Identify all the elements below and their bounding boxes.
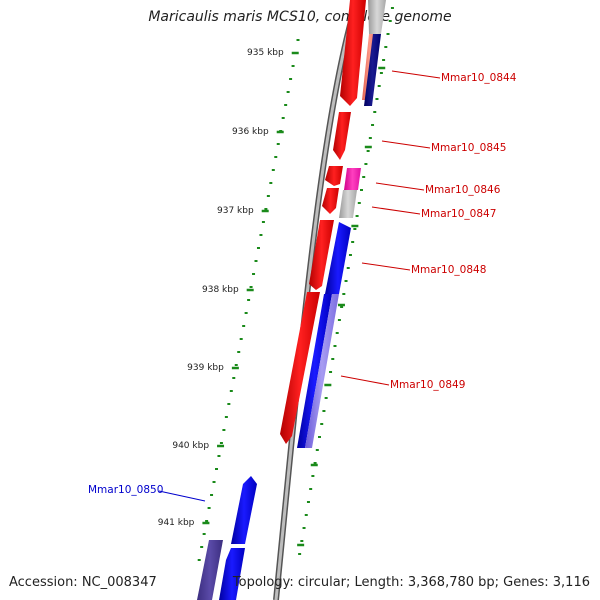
gene-0851-blue-arrow[interactable] (219, 548, 245, 600)
scale-tick-labels: 935 kbp 936 kbp 937 kbp 938 kbp 939 kbp 940 k… (158, 48, 284, 528)
leader-line (158, 490, 206, 502)
gene-0848-arrow[interactable] (309, 220, 334, 290)
gene-0850-arrow[interactable] (231, 476, 257, 544)
tick-label: 941 kbp (158, 518, 195, 528)
gene-0846-pink-arrow[interactable] (344, 168, 361, 190)
gene-0846-arrow[interactable] (325, 166, 343, 186)
leader-line (340, 375, 390, 386)
gene-labels: Mmar10_0844 Mmar10_0845 Mmar10_0846 Mmar10_… (88, 72, 517, 496)
leader-line (361, 262, 411, 271)
tick-label: 939 kbp (187, 363, 224, 373)
label-leader-lines (158, 70, 441, 502)
tick-label: 937 kbp (217, 206, 254, 216)
gene-label-mmar10_0844[interactable]: Mmar10_0844 (441, 72, 517, 84)
gene-0847-arrow[interactable] (322, 188, 339, 214)
gene-0844-navy-arrow[interactable] (364, 34, 381, 106)
gene-label-mmar10_0850[interactable]: Mmar10_0850 (88, 484, 163, 496)
leader-line (391, 70, 441, 79)
gene-label-mmar10_0849[interactable]: Mmar10_0849 (390, 379, 465, 391)
gene-0849-lavender-arrow[interactable] (305, 294, 339, 448)
leader-line (381, 140, 431, 149)
gene-0844-grey-arrow[interactable] (368, 0, 386, 34)
tick-label: 938 kbp (202, 285, 239, 295)
gene-label-mmar10_0847[interactable]: Mmar10_0847 (421, 208, 496, 220)
gene-0849-blue-arrow[interactable] (297, 294, 332, 448)
gene-0845-arrow[interactable] (333, 112, 351, 160)
gene-0849-arrow[interactable] (280, 292, 320, 444)
tick-label: 935 kbp (247, 48, 284, 58)
scale-ticks (197, 7, 394, 561)
leader-line (375, 182, 425, 191)
genome-backbone (273, 0, 360, 600)
tick-label: 940 kbp (172, 441, 209, 451)
gene-label-mmar10_0848[interactable]: Mmar10_0848 (411, 264, 486, 276)
genome-summary-text: Topology: circular; Length: 3,368,780 bp… (232, 575, 590, 590)
gene-0851-darklav-arrow[interactable] (197, 540, 223, 600)
gene-0844-arrow[interactable] (340, 0, 366, 106)
leader-line (371, 206, 421, 215)
gene-label-mmar10_0846[interactable]: Mmar10_0846 (425, 184, 501, 196)
gene-0847-grey-arrow[interactable] (339, 190, 357, 218)
gene-0848-blue-arrow[interactable] (325, 222, 351, 294)
gene-label-mmar10_0845[interactable]: Mmar10_0845 (431, 142, 506, 154)
tick-label: 936 kbp (232, 127, 269, 137)
accession-text: Accession: NC_008347 (9, 575, 157, 590)
